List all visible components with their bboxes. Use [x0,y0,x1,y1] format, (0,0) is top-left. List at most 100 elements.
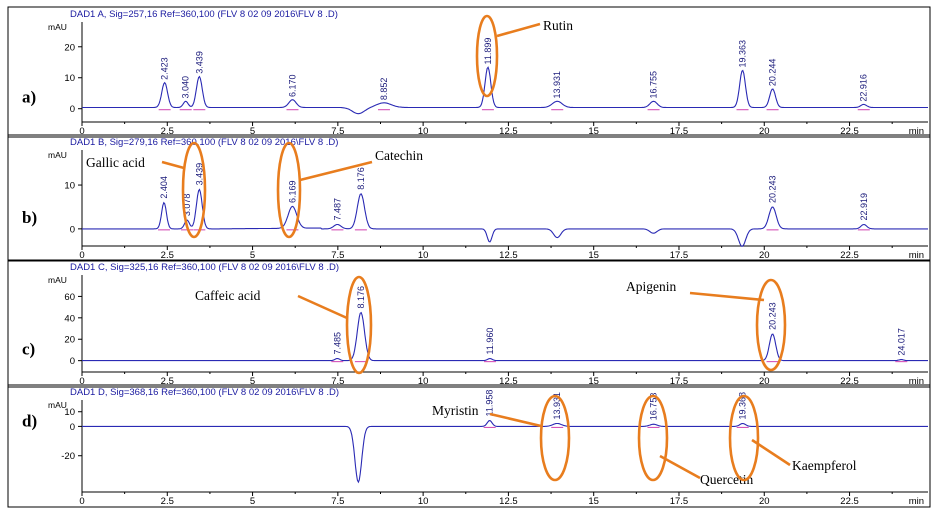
peak-rt-label: 22.916 [859,74,869,102]
compound-name: Quercetin [700,472,753,487]
x-tick-label: 7.5 [331,250,344,261]
y-tick-label: 10 [64,181,75,192]
panel-label: b) [22,208,37,227]
x-tick-label: 22.5 [840,126,859,137]
x-tick-label: 0 [79,126,84,137]
x-tick-label: 20 [759,250,770,261]
x-tick-label: 15 [588,126,599,137]
y-tick-label: 0 [70,104,75,115]
compound-callout: Catechin [276,141,423,239]
x-tick-label: 17.5 [670,496,689,507]
panel-frame [7,6,931,138]
x-tick-label: 20 [759,496,770,507]
x-tick-label: 20 [759,126,770,137]
peak-rt-label: 20.244 [768,59,778,87]
peak-rt-label: 11.899 [483,38,493,65]
x-tick-label: 2.5 [161,250,174,261]
callout-ellipse [475,14,499,98]
x-tick-label: 10 [418,250,429,261]
x-tick-label: 7.5 [331,126,344,137]
callout-ellipse [539,394,571,482]
chart-panel-a: DAD1 A, Sig=257,16 Ref=360,100 (FLV 8 02… [7,6,931,138]
callout-line [659,454,701,480]
x-axis-unit: min [909,376,924,387]
peak-rt-label: 13.931 [552,71,562,99]
chart-panel-c: DAD1 C, Sig=325,16 Ref=360,100 (FLV 8 02… [7,259,931,388]
peak-rt-label: 11.960 [485,328,495,355]
x-tick-label: 12.5 [499,126,518,137]
x-tick-label: 10 [418,126,429,137]
x-tick-label: 17.5 [670,126,689,137]
peak-rt-label: 3.439 [194,163,204,186]
callout-line [751,438,791,467]
compound-callout: Rutin [475,14,573,98]
peak-rt-label: 8.176 [356,286,366,309]
peak-rt-label: 20.243 [768,302,778,330]
x-axis-unit: min [909,126,924,137]
x-tick-label: 5 [250,376,255,387]
peak-rt-label: 19.368 [738,392,748,420]
peak-rt-label: 7.485 [332,332,342,355]
peak-rt-label: 8.176 [356,167,366,190]
compound-callout: Caffeic acid [195,275,373,375]
x-tick-label: 5 [250,496,255,507]
callout-line [161,160,185,170]
x-axis-unit: min [909,250,924,261]
x-tick-label: 17.5 [670,376,689,387]
y-tick-label: 10 [64,407,75,418]
panel-label: d) [22,411,37,430]
panel-label: c) [22,340,35,359]
peak-rt-label: 3.040 [181,76,191,99]
x-tick-label: 15 [588,376,599,387]
y-tick-label: 60 [64,292,75,303]
y-tick-label: 40 [64,313,75,324]
compound-name: Catechin [375,148,423,163]
panel-label: a) [22,88,36,107]
peak-rt-label: 2.423 [160,57,170,80]
panel-title: DAD1 D, Sig=368,16 Ref=360,100 (FLV 8 02… [70,387,339,398]
x-tick-label: 22.5 [840,376,859,387]
y-tick-label: 20 [64,42,75,53]
x-tick-label: 22.5 [840,496,859,507]
x-tick-label: 20 [759,376,770,387]
x-tick-label: 10 [418,376,429,387]
peak-rt-label: 6.170 [288,74,298,97]
x-tick-label: 10 [418,496,429,507]
x-tick-label: 7.5 [331,376,344,387]
y-tick-label: 20 [64,335,75,346]
y-axis-unit: mAU [48,275,67,285]
panel-frame [7,134,931,262]
peak-rt-label: 19.363 [738,40,748,68]
compound-callout: Quercetin [637,394,753,487]
x-tick-label: 15 [588,496,599,507]
y-tick-label: -20 [61,451,75,462]
x-axis-unit: min [909,496,924,507]
x-tick-label: 2.5 [161,496,174,507]
x-tick-label: 15 [588,250,599,261]
signal-trace [82,311,928,362]
callout-ellipse [637,394,669,482]
compound-callout: Gallic acid [86,141,207,239]
signal-trace [82,420,928,484]
x-tick-label: 0 [79,376,84,387]
callout-ellipse [181,141,207,239]
x-tick-label: 12.5 [499,496,518,507]
callout-line [299,160,373,182]
peak-rt-label: 3.439 [194,51,204,74]
peak-rt-label: 20.243 [768,175,778,203]
callout-line [496,22,541,38]
compound-name: Rutin [543,18,573,33]
peak-rt-label: 7.487 [332,198,342,221]
signal-trace [82,188,928,248]
callout-ellipse [345,275,373,375]
y-axis-unit: mAU [48,22,67,32]
callout-line [689,291,765,302]
x-tick-label: 12.5 [499,250,518,261]
peak-rt-label: 16.755 [649,71,659,99]
x-tick-label: 12.5 [499,376,518,387]
panel-title: DAD1 C, Sig=325,16 Ref=360,100 (FLV 8 02… [70,262,339,273]
compound-callout: Kaempferol [728,394,857,482]
peak-rt-label: 13.931 [552,392,562,420]
chart-panel-b: DAD1 B, Sig=279,16 Ref=360,100 (FLV 8 02… [7,134,931,262]
